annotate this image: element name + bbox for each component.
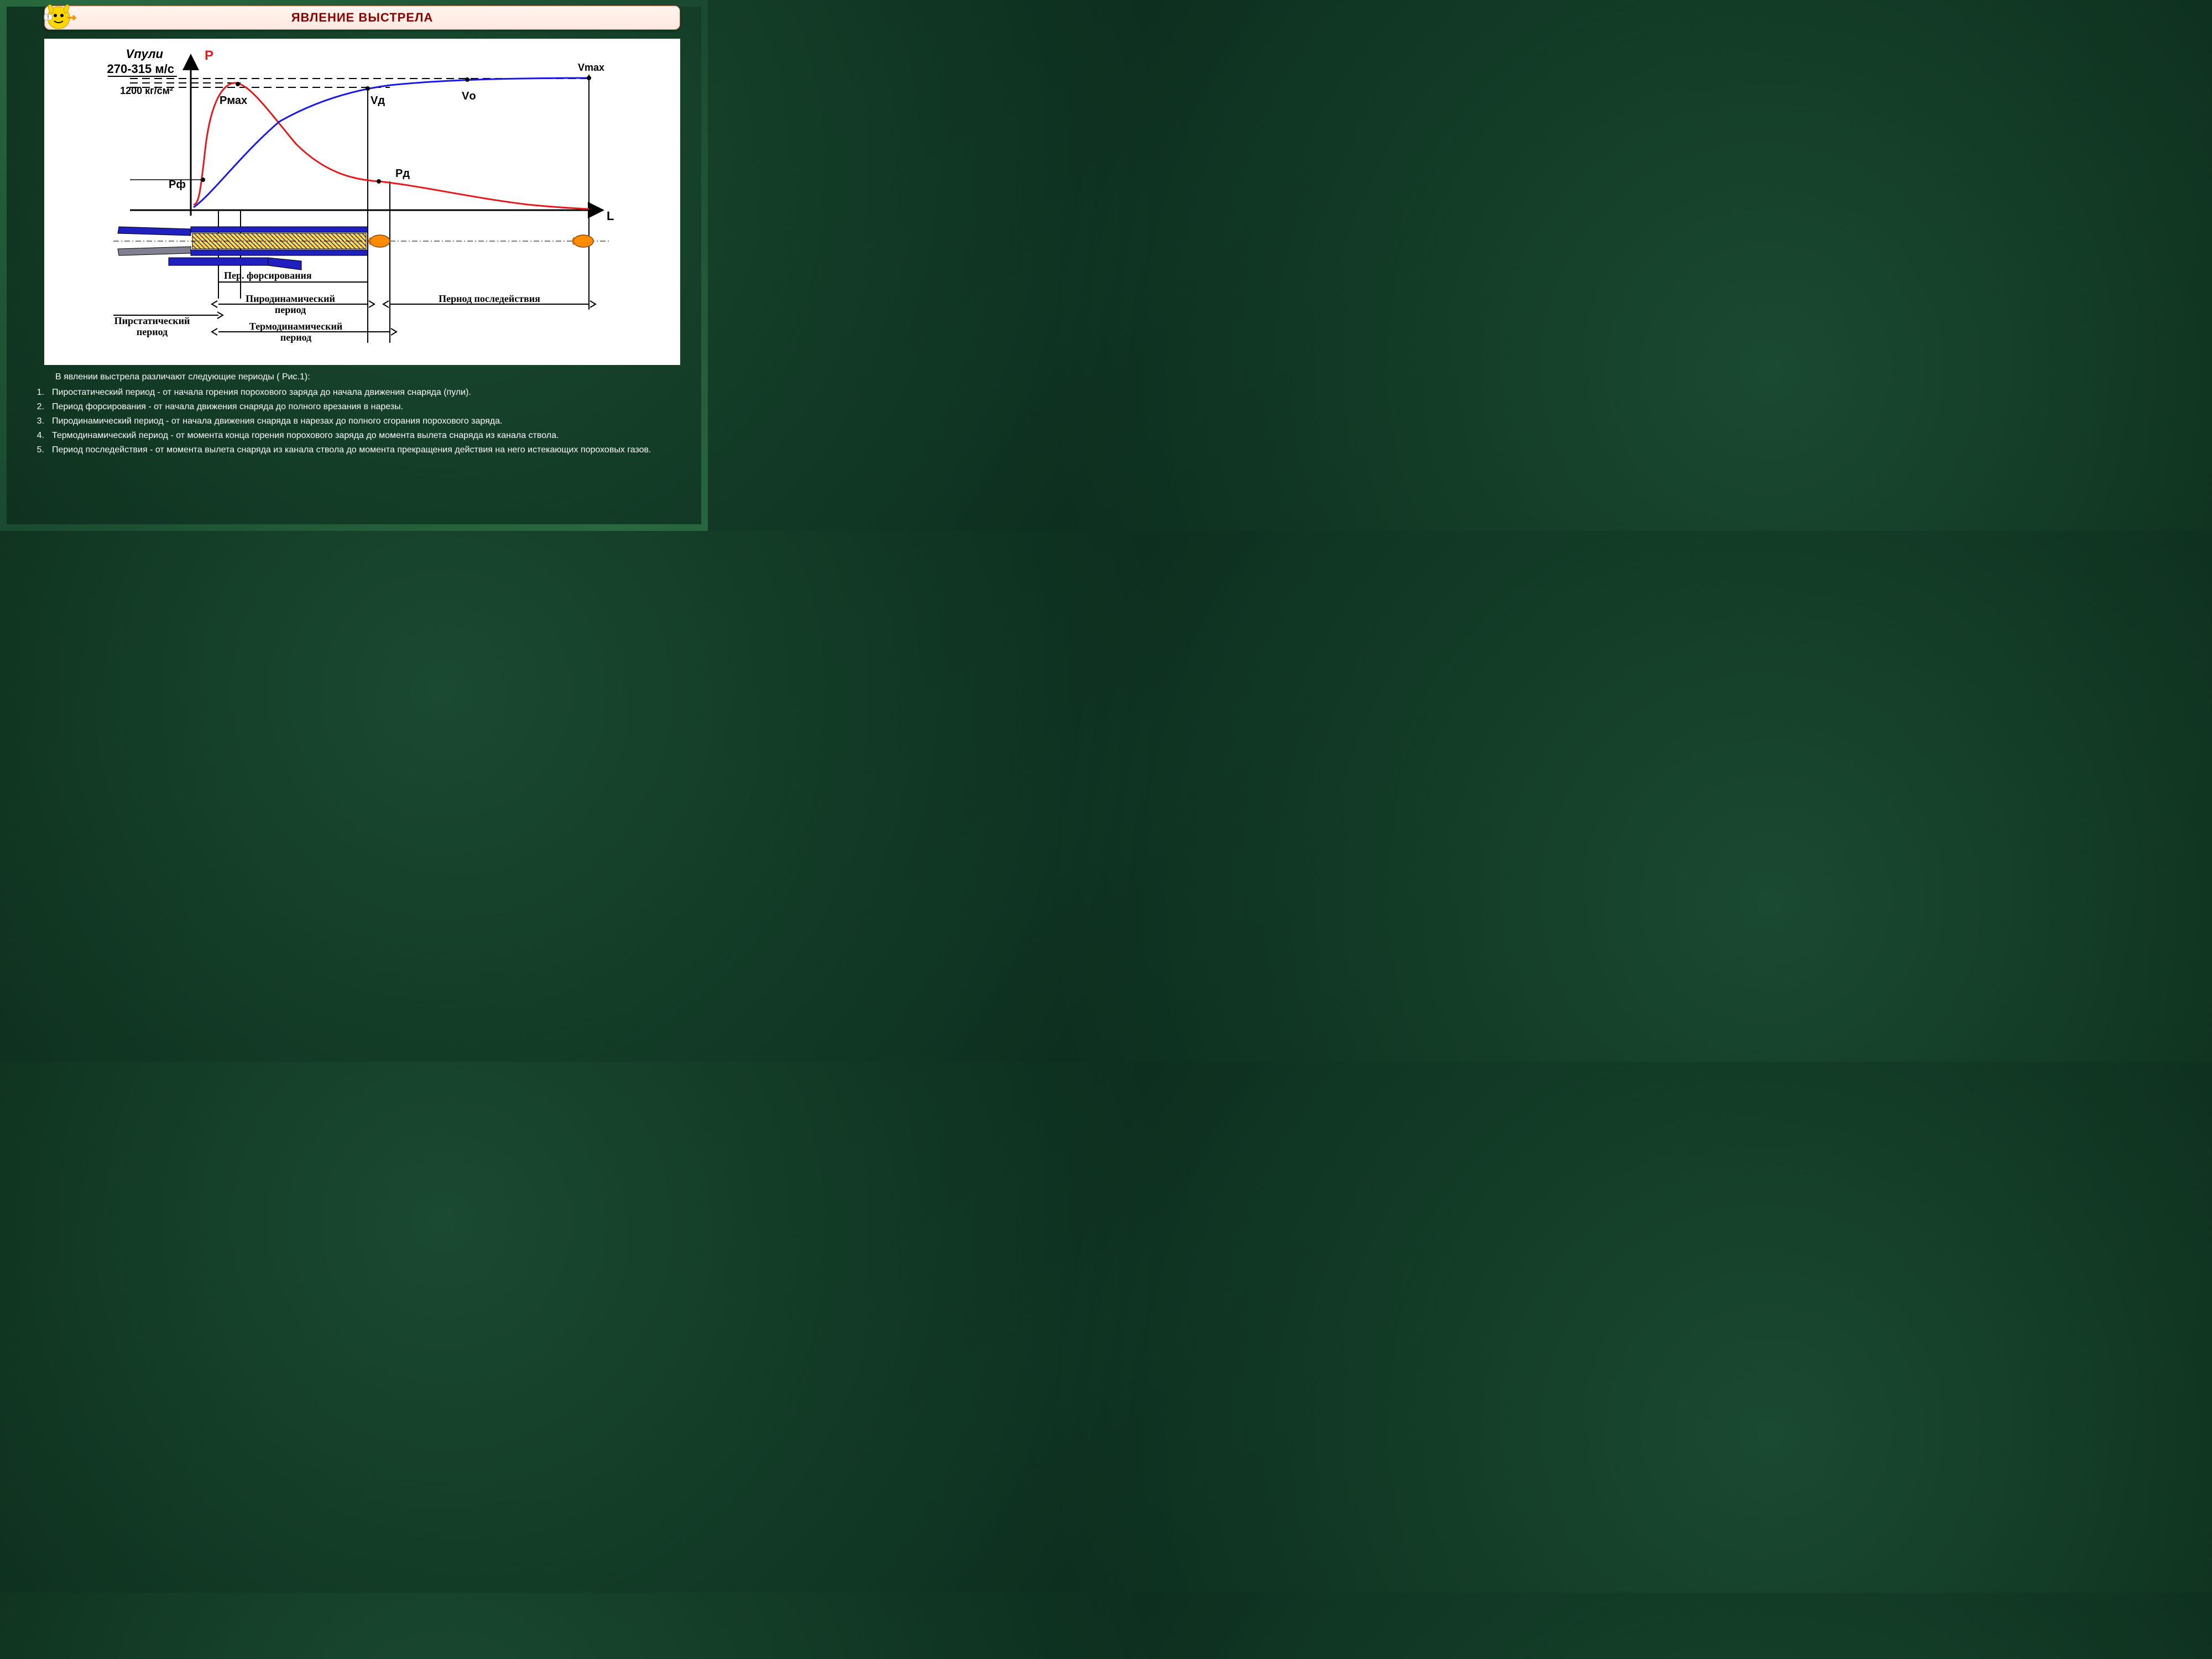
description-block: В явлении выстрела различают следующие п… bbox=[33, 371, 680, 458]
period-pyrostatic-1: Пирстатический bbox=[114, 315, 190, 326]
period-labels: Пер. форсирования Пиродинамический перио… bbox=[113, 270, 596, 343]
list-item: 3.Пиродинамический период - от начала дв… bbox=[33, 415, 680, 428]
vd-marker bbox=[366, 86, 370, 91]
vo-label: Vо bbox=[462, 90, 476, 102]
vo-marker bbox=[465, 77, 469, 82]
p-axis-label: P bbox=[205, 48, 213, 63]
period-forcing: Пер. форсирования bbox=[224, 270, 312, 281]
period-pyrostatic-2: период bbox=[137, 326, 168, 337]
period-aftereffect: Пернод последействия bbox=[439, 293, 540, 304]
pmax-label: Pмах bbox=[220, 95, 247, 107]
velocity-curve bbox=[194, 78, 589, 207]
ballistics-diagram: Vпули 270-315 м/с 1200 кг/см² P L Pф Pма… bbox=[44, 39, 680, 365]
smiley-pointer-icon: ! bbox=[43, 1, 76, 34]
intro-text: В явлении выстрела различают следующие п… bbox=[55, 371, 680, 384]
period-pyrodynamic-1: Пиродинамический bbox=[246, 293, 335, 304]
diagram-svg: Vпули 270-315 м/с 1200 кг/см² P L Pф Pма… bbox=[50, 44, 675, 359]
pf-label: Pф bbox=[169, 179, 186, 191]
slide-title-bar: ЯВЛЕНИЕ ВЫСТРЕЛА bbox=[44, 6, 680, 30]
l-axis-label: L bbox=[607, 209, 614, 223]
period-pyrodynamic-2: период bbox=[275, 304, 306, 315]
barrel-schematic bbox=[113, 227, 611, 270]
list-item: 2.Период форсирования - от начала движен… bbox=[33, 400, 680, 414]
list-item: 4.Термодинамический период - от момента … bbox=[33, 429, 680, 442]
vpuli-label: Vпули bbox=[126, 47, 164, 61]
velocity-value: 270-315 м/с bbox=[107, 62, 174, 76]
vmax-label: Vmax bbox=[578, 62, 604, 73]
period-thermo-2: период bbox=[280, 332, 311, 343]
pd-marker bbox=[377, 179, 381, 184]
slide-title: ЯВЛЕНИЕ ВЫСТРЕЛА bbox=[291, 11, 434, 25]
pmax-marker bbox=[236, 82, 240, 86]
vd-label: Vд bbox=[371, 95, 385, 107]
list-item: 1.Пиростатический период - от начала гор… bbox=[33, 386, 680, 399]
pressure-value: 1200 кг/см² bbox=[120, 85, 173, 96]
list-item: 5.Период последействия - от момента выле… bbox=[33, 444, 680, 457]
periods-list: 1.Пиростатический период - от начала гор… bbox=[33, 386, 680, 457]
svg-text:!: ! bbox=[48, 14, 49, 20]
vmax-marker bbox=[587, 76, 591, 80]
period-thermo-1: Термодинамический bbox=[249, 321, 343, 332]
pd-label: Pд bbox=[395, 168, 410, 180]
